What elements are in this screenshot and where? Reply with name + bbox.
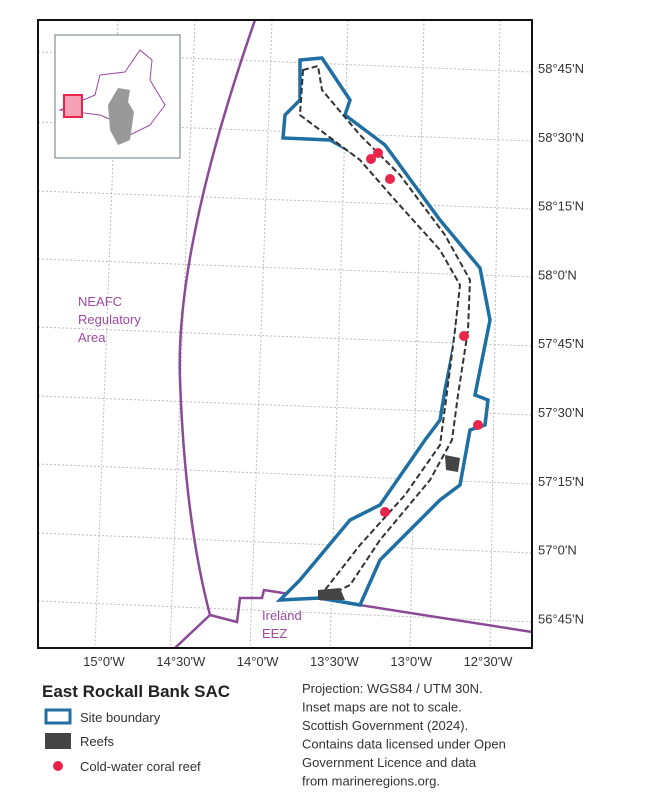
lon-label: 14°30'W [156, 654, 206, 669]
coral-reef-point [380, 507, 390, 517]
reef-patch [445, 455, 460, 472]
legend-item: Reefs [80, 734, 114, 749]
map-frame [37, 19, 533, 649]
lat-label: 58°15'N [538, 199, 584, 214]
map: NEAFC Regulatory Area Ireland EEZ [38, 20, 532, 648]
lon-label: 13°0'W [390, 654, 432, 669]
lat-label: 57°0'N [538, 543, 577, 558]
lat-label: 57°30'N [538, 405, 584, 420]
lat-label: 58°30'N [538, 130, 584, 145]
coral-reef-point [385, 174, 395, 184]
lat-label: 57°45'N [538, 336, 584, 351]
lat-label: 57°15'N [538, 474, 584, 489]
lon-label: 15°0'W [83, 654, 125, 669]
note-line: from marineregions.org. [302, 774, 440, 789]
reefs [298, 64, 472, 603]
legend-swatch [45, 733, 71, 749]
coral-reef-point [366, 154, 376, 164]
note-line: Inset maps are not to scale. [302, 700, 462, 715]
eez-boundary [209, 588, 532, 634]
lat-label: 56°45'N [538, 611, 584, 626]
lat-label: 58°45'N [538, 61, 584, 76]
legend-title: East Rockall Bank SAC [42, 682, 230, 701]
note: Projection: WGS84 / UTM 30N. Inset maps a… [302, 681, 506, 789]
coral-reef-point [473, 420, 483, 430]
lon-label: 12°30'W [464, 654, 514, 669]
coral-points [366, 148, 483, 517]
area-label: Ireland EEZ [262, 608, 302, 641]
lon-label: 13°30'W [310, 654, 360, 669]
reef-patch [318, 588, 345, 600]
coral-reef-point [373, 148, 383, 158]
lat-label: 58°0'N [538, 267, 577, 282]
lon-labels: 15°0'W 14°30'W 14°0'W 13°30'W 13°0'W 12°30'W [83, 654, 513, 669]
legend-swatch [44, 708, 72, 725]
note-line: Scottish Government (2024). [302, 718, 468, 733]
inset-map [54, 34, 181, 159]
area-label: NEAFC Regulatory Area [78, 294, 141, 345]
legend-item: Cold-water coral reef [80, 759, 201, 774]
note-line: Contains data licensed under Open [302, 737, 506, 752]
legend-item: Site boundary [80, 710, 161, 725]
note-line: Government Licence and data [302, 755, 477, 770]
neafc-boundary [174, 20, 257, 648]
lon-label: 14°0'W [237, 654, 279, 669]
lat-labels: 58°45'N 58°30'N 58°15'N 58°0'N 57°45'N 57°30'… [538, 61, 584, 626]
coral-reef-point [459, 331, 469, 341]
note-line: Projection: WGS84 / UTM 30N. [302, 681, 483, 696]
legend-swatch [53, 761, 63, 771]
